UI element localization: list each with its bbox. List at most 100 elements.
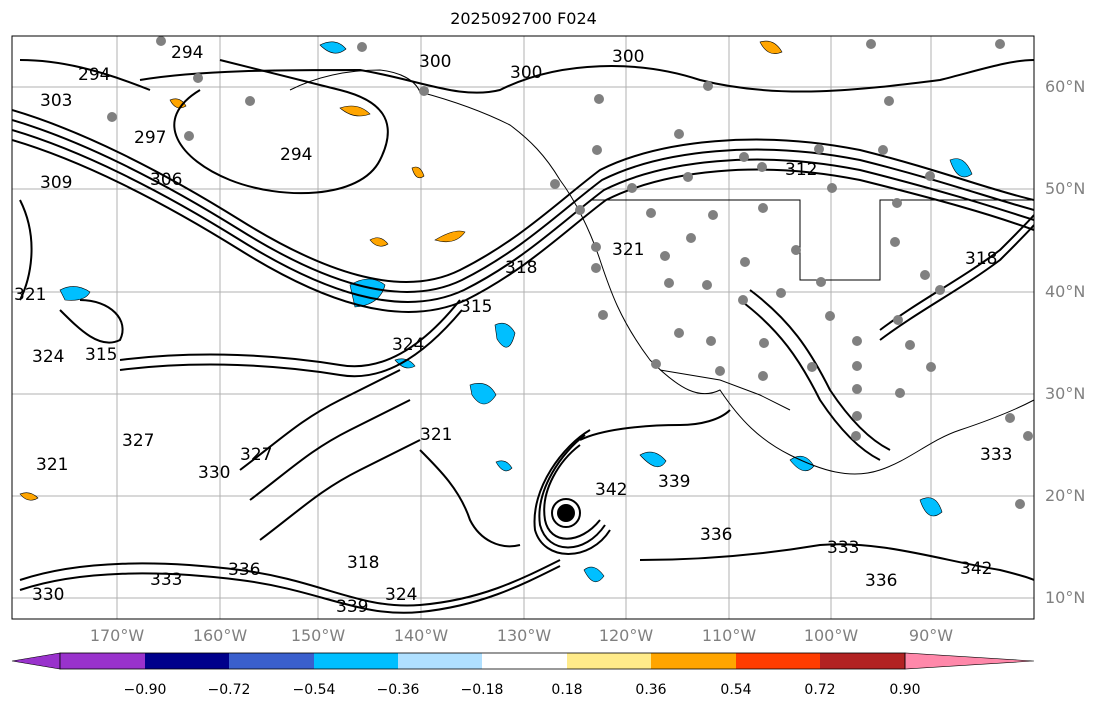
contour-line — [419, 449, 521, 548]
contour-label: 321 — [612, 240, 644, 260]
longitude-label: 120°W — [598, 626, 654, 645]
station-marker — [660, 251, 670, 261]
contour-line — [249, 399, 411, 501]
contour-label: 324 — [385, 585, 417, 605]
contour-label: 297 — [134, 128, 166, 148]
station-marker — [890, 237, 900, 247]
colorbar-tick-label: −0.36 — [376, 682, 420, 698]
contour-line — [749, 289, 891, 451]
colorbar-segment — [736, 653, 820, 669]
station-markers — [107, 36, 1033, 509]
station-marker — [814, 144, 824, 154]
colorbar-tick-label: 0.18 — [551, 682, 583, 698]
border-us-mexico — [659, 369, 791, 411]
colorbar-segment — [60, 653, 145, 669]
colorbar-segment — [567, 653, 651, 669]
station-marker — [878, 145, 888, 155]
station-marker — [686, 233, 696, 243]
contour-label: 294 — [78, 65, 110, 85]
positive-patch — [759, 40, 783, 54]
station-marker — [651, 359, 661, 369]
station-marker — [852, 336, 862, 346]
contour-label: 306 — [150, 170, 182, 190]
longitude-label: 100°W — [803, 626, 859, 645]
contour-label: 318 — [505, 258, 537, 278]
station-marker — [1023, 431, 1033, 441]
contour-label: 333 — [827, 538, 859, 558]
cyclone-center-dot — [557, 504, 575, 522]
station-marker — [702, 280, 712, 290]
station-marker — [759, 338, 769, 348]
station-marker — [357, 42, 367, 52]
station-marker — [592, 145, 602, 155]
station-marker — [740, 257, 750, 267]
contour-label: 321 — [36, 455, 68, 475]
contour-label: 318 — [965, 249, 997, 269]
station-marker — [674, 328, 684, 338]
longitude-label: 160°W — [192, 626, 248, 645]
station-marker — [419, 86, 429, 96]
contour-label: 294 — [171, 43, 203, 63]
station-marker — [758, 203, 768, 213]
station-marker — [925, 171, 935, 181]
station-marker — [664, 278, 674, 288]
contour-label: 318 — [347, 553, 379, 573]
map-title: 2025092700 F024 — [450, 9, 597, 28]
negative-patch — [394, 358, 416, 369]
station-marker — [791, 245, 801, 255]
colorbar — [11, 652, 1035, 670]
station-marker — [708, 210, 718, 220]
positive-patch — [339, 105, 371, 117]
station-marker — [591, 263, 601, 273]
negative-patch — [919, 497, 943, 517]
colorbar-extend-min — [11, 652, 61, 670]
latitude-label: 60°N — [1045, 77, 1086, 96]
station-marker — [892, 198, 902, 208]
station-marker — [738, 295, 748, 305]
colorbar-tick-label: 0.54 — [720, 682, 752, 698]
station-marker — [758, 371, 768, 381]
station-marker — [776, 288, 786, 298]
contour-label: 315 — [85, 345, 117, 365]
station-marker — [107, 112, 117, 122]
contour-label: 309 — [40, 173, 72, 193]
station-marker — [739, 152, 749, 162]
station-marker — [715, 366, 725, 376]
contour-label: 336 — [700, 525, 732, 545]
longitude-label: 170°W — [89, 626, 145, 645]
contour-line — [879, 224, 1034, 341]
negative-patch — [59, 286, 91, 301]
map-background — [12, 36, 1034, 619]
contour-label: 330 — [32, 585, 64, 605]
station-marker — [852, 384, 862, 394]
station-marker — [757, 162, 767, 172]
contour-label: 315 — [460, 297, 492, 317]
colorbar-segment — [820, 653, 905, 669]
station-marker — [703, 81, 713, 91]
map-content: 294 294 294 297 300 300 300 303 306 309 … — [12, 36, 1034, 619]
station-marker — [852, 411, 862, 421]
contour-label: 342 — [960, 559, 992, 579]
contour-label: 339 — [658, 472, 690, 492]
negative-patch — [469, 383, 497, 405]
contour-label: 324 — [392, 335, 424, 355]
negative-patch — [494, 322, 516, 348]
contour-label: 300 — [419, 52, 451, 72]
colorbar-tick-label: −0.54 — [292, 682, 336, 698]
station-marker — [598, 310, 608, 320]
contour-line — [879, 214, 1034, 331]
station-marker — [594, 94, 604, 104]
contour-label: 324 — [32, 347, 64, 367]
contour-line — [12, 119, 1034, 293]
station-marker — [1015, 499, 1025, 509]
contour-line — [12, 109, 1034, 283]
contour-label: 300 — [510, 63, 542, 83]
colorbar-segment — [145, 653, 229, 669]
station-marker — [935, 285, 945, 295]
station-marker — [807, 362, 817, 372]
station-marker — [575, 205, 585, 215]
contour-line — [739, 299, 881, 461]
latitude-label: 30°N — [1045, 384, 1086, 403]
station-marker — [852, 361, 862, 371]
